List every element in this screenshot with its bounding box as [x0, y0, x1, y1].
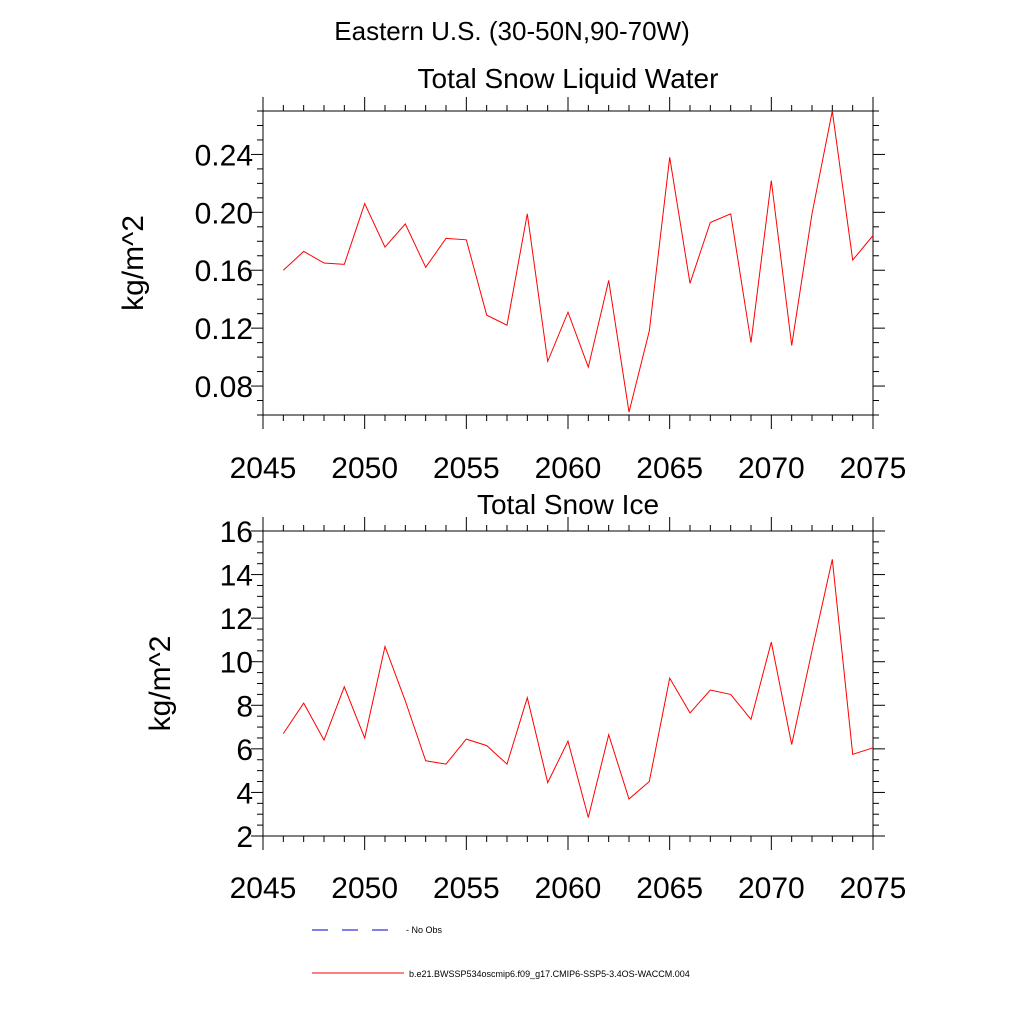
x-tick-label: 2045	[230, 872, 297, 905]
x-tick-label: 2060	[535, 452, 602, 485]
figure-supertitle: Eastern U.S. (30-50N,90-70W)	[334, 16, 690, 46]
chart-title: Total Snow Ice	[477, 489, 659, 520]
x-tick-label: 2065	[636, 452, 703, 485]
y-tick-label: 6	[236, 734, 253, 767]
series-line	[282, 110, 874, 413]
y-axis-label: kg/m^2	[117, 215, 150, 311]
x-tick-label: 2060	[535, 872, 602, 905]
x-tick-label: 2055	[433, 452, 500, 485]
y-tick-label: 2	[236, 821, 253, 854]
y-tick-label: 14	[220, 560, 253, 593]
y-tick-label: 10	[220, 647, 253, 680]
legend-label-no-obs: - No Obs	[406, 925, 443, 935]
y-tick-label: 16	[220, 516, 253, 549]
x-tick-label: 2065	[636, 872, 703, 905]
y-tick-label: 0.24	[195, 139, 253, 172]
x-tick-label: 2075	[840, 452, 907, 485]
x-tick-label: 2070	[738, 452, 805, 485]
legend-label-model: b.e21.BWSSP534oscmip6.f09_g17.CMIP6-SSP5…	[409, 969, 690, 979]
series-line	[282, 559, 874, 818]
x-tick-label: 2070	[738, 872, 805, 905]
x-tick-label: 2055	[433, 872, 500, 905]
chart-title: Total Snow Liquid Water	[418, 63, 719, 94]
y-tick-label: 0.16	[195, 255, 253, 288]
plot-frame	[262, 530, 874, 837]
y-tick-label: 0.20	[195, 197, 253, 230]
y-tick-label: 4	[236, 777, 253, 810]
panel-snow-liquid-water: Total Snow Liquid Water kg/m^2 2045 2050 205…	[117, 63, 906, 485]
y-tick-label: 12	[220, 603, 253, 636]
y-tick-label: 8	[236, 690, 253, 723]
legend: - No Obs b.e21.BWSSP534oscmip6.f09_g17.CM…	[312, 925, 690, 979]
x-tick-label: 2075	[840, 872, 907, 905]
x-tick-label: 2045	[230, 452, 297, 485]
y-tick-label: 0.08	[195, 371, 253, 404]
y-axis-label: kg/m^2	[144, 636, 177, 732]
y-tick-label: 0.12	[195, 313, 253, 346]
panel-snow-ice: Total Snow Ice kg/m^2 2045 2050 2055 2060 2065…	[144, 489, 906, 905]
x-tick-label: 2050	[331, 452, 398, 485]
x-tick-label: 2050	[331, 872, 398, 905]
